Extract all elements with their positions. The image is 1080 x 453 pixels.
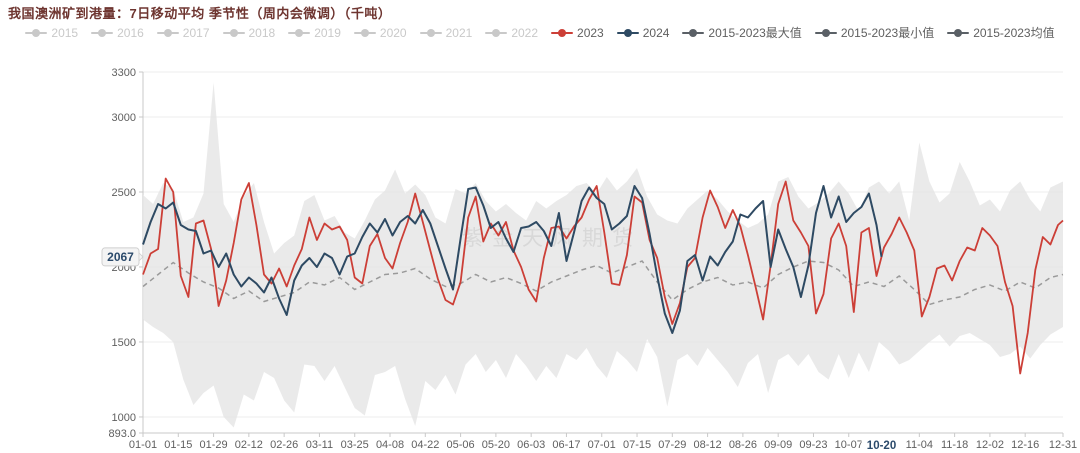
y-tick-label-3000: 3000 <box>112 112 136 124</box>
y-tick-label-3300: 3300 <box>112 67 136 79</box>
x-tick-label-09-23: 09-23 <box>799 439 827 451</box>
x-tick-label-06-17: 06-17 <box>552 439 580 451</box>
x-tick-label-01-29: 01-29 <box>200 439 228 451</box>
x-tick-label-11-18: 11-18 <box>941 439 968 451</box>
x-tick-label-06-03: 06-03 <box>517 439 545 451</box>
legend-item-2024[interactable]: 2024 <box>616 25 670 40</box>
line-2024 <box>142 185 883 334</box>
legend-line-dot-icon <box>222 28 245 38</box>
y-tick-label-1000: 1000 <box>112 412 136 424</box>
y-tick-label-2500: 2500 <box>112 187 136 199</box>
legend-label: 2016 <box>117 25 144 40</box>
legend-label: 2019 <box>314 25 341 40</box>
legend-line-dot-icon <box>551 28 574 38</box>
legend-label: 2018 <box>248 25 276 40</box>
x-axis-latest-bg <box>861 438 902 451</box>
x-tick-label-07-01: 07-01 <box>588 439 616 451</box>
legend-label: 2015-2023最小值 <box>840 26 935 40</box>
legend-label: 2020 <box>379 25 407 40</box>
x-tick-label-03-11: 03-11 <box>306 439 333 451</box>
legend-label: 2015 <box>51 25 79 40</box>
legend-item-2015[interactable]: 2015 <box>25 26 78 40</box>
line-2023 <box>142 177 1064 375</box>
legend-line-dot-icon <box>682 28 705 38</box>
legend-item-2015-2023均值[interactable]: 2015-2023均值 <box>947 24 1055 41</box>
legend-label: 2015-2023最大值 <box>708 26 802 40</box>
legend-label: 2017 <box>182 25 210 40</box>
x-tick-label-01-01: 01-01 <box>129 439 157 451</box>
legend-label: 2015-2023均值 <box>973 26 1055 40</box>
legend-line-dot-icon <box>947 28 970 38</box>
legend-item-2021[interactable]: 2021 <box>419 25 473 40</box>
legend-label: 2022 <box>511 25 539 40</box>
x-tick-label-11-04: 11-04 <box>906 439 933 451</box>
legend-item-2018[interactable]: 2018 <box>222 25 276 40</box>
legend-item-2015-2023最大值[interactable]: 2015-2023最大值 <box>682 24 802 41</box>
x-tick-label-04-08: 04-08 <box>376 439 404 451</box>
x-tick-label-09-09: 09-09 <box>764 439 792 451</box>
x-tick-label-03-25: 03-25 <box>341 439 369 451</box>
x-tick-label-05-20: 05-20 <box>482 439 510 451</box>
y-axis-latest-pointer <box>138 251 144 262</box>
x-tick-label-04-22: 04-22 <box>411 439 439 451</box>
legend-line-dot-icon <box>353 28 376 38</box>
legend-line-dot-icon <box>288 28 311 38</box>
legend-line-dot-icon <box>419 28 442 38</box>
y-tick-label-893.0: 893.0 <box>108 428 136 440</box>
legend-line-dot-icon <box>91 28 114 38</box>
line-2015-2023-mean <box>142 260 1064 306</box>
y-tick-label-1500: 1500 <box>112 337 136 349</box>
x-axis-latest-label: 10-20 <box>867 440 896 452</box>
x-tick-label-08-12: 08-12 <box>694 439 722 451</box>
chart-title: 我国澳洲矿到港量：7日移动平均 季节性（周内会微调）（千吨） <box>8 6 392 21</box>
legend-item-2019[interactable]: 2019 <box>288 26 341 40</box>
x-tick-label-08-26: 08-26 <box>729 439 757 451</box>
legend-line-dot-icon <box>156 28 179 38</box>
legend-line-dot-icon <box>25 28 48 38</box>
legend-line-dot-icon <box>814 28 837 38</box>
x-tick-label-12-16: 12-16 <box>1011 439 1039 451</box>
legend: 2015 2016 2017 2018 2019 2020 2021 2022 2023 2024… <box>0 24 1080 41</box>
x-tick-label-02-26: 02-26 <box>270 439 298 451</box>
legend-label: 2024 <box>642 25 670 40</box>
legend-line-dot-icon <box>485 28 508 38</box>
x-tick-label-12-02: 12-02 <box>976 439 1004 451</box>
legend-item-2016[interactable]: 2016 <box>91 26 144 40</box>
legend-label: 2023 <box>577 25 604 40</box>
legend-label: 2021 <box>445 25 473 40</box>
x-tick-label-07-29: 07-29 <box>658 439 686 451</box>
legend-item-2017[interactable]: 2017 <box>156 25 210 40</box>
x-tick-label-05-06: 05-06 <box>447 439 475 451</box>
legend-item-2020[interactable]: 2020 <box>353 25 407 40</box>
x-tick-label-07-15: 07-15 <box>623 439 651 451</box>
x-tick-label-01-15: 01-15 <box>164 439 192 451</box>
y-axis-latest-label: 2067 <box>107 250 134 264</box>
legend-item-2015-2023最小值[interactable]: 2015-2023最小值 <box>814 24 935 41</box>
band-2015-2023-min-max <box>143 82 1063 428</box>
x-tick-label-10-07: 10-07 <box>835 439 863 451</box>
x-tick-label-02-12: 02-12 <box>235 439 263 451</box>
legend-item-2022[interactable]: 2022 <box>485 26 538 40</box>
x-tick-label-12-31: 12-31 <box>1049 439 1077 451</box>
legend-item-2023[interactable]: 2023 <box>551 26 604 40</box>
legend-line-dot-icon <box>616 28 639 38</box>
